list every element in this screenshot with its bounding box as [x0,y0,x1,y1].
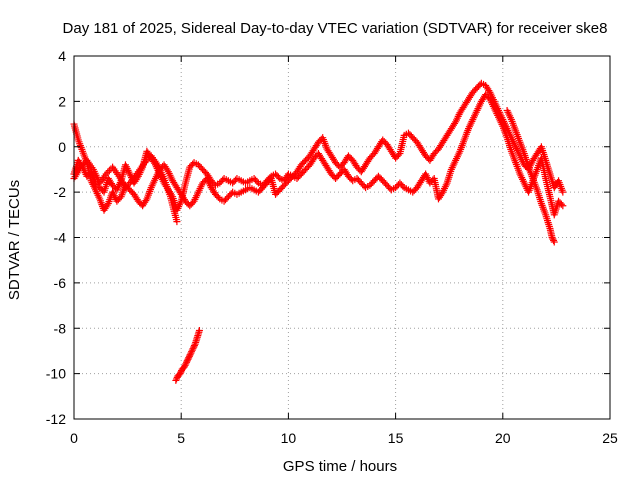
x-tick-label: 0 [70,430,78,446]
data-point [173,375,181,383]
data-point [163,166,171,174]
y-tick-label: -4 [54,230,67,246]
data-point [181,361,189,369]
data-point [182,360,190,368]
grid [74,56,610,419]
data-point [559,188,567,196]
data-point [104,168,112,176]
y-tick-label: -12 [46,411,66,427]
data-point [177,368,185,376]
y-axis-label: SDTVAR / TECUs [6,180,23,300]
data-point [142,197,150,205]
data-point [549,235,557,243]
data-point [550,237,558,245]
data-point [274,173,282,181]
data-point [176,370,184,378]
data-point [103,201,111,209]
x-tick-label: 15 [388,430,404,446]
data-point [183,358,191,366]
chart-title: Day 181 of 2025, Sidereal Day-to-day VTE… [63,20,608,37]
data-point [102,170,110,178]
data-point [485,87,493,95]
data-point [187,349,195,357]
data-point [76,163,84,171]
data-point [185,352,193,360]
x-tick-label: 20 [495,430,511,446]
data-point [78,161,86,169]
data-point [185,354,193,362]
x-axis-label: GPS time / hours [283,458,397,475]
y-tick-label: -8 [54,320,67,336]
data-point [399,182,407,190]
data-point [126,178,134,186]
y-tick-label: -2 [54,184,67,200]
data-point [141,159,149,167]
data-point [123,182,131,190]
series-track-4 [172,327,203,384]
data-point [253,178,261,186]
data-point [214,193,222,201]
data-point [195,327,203,335]
data-point [173,218,181,226]
data-point [190,343,198,351]
data-point [559,202,567,210]
y-tick-label: -6 [54,275,67,291]
data-point [189,345,197,353]
data-point [121,184,129,192]
data-point [557,200,565,208]
data-point [438,190,446,198]
series-track-2 [70,91,567,219]
x-tick-label: 10 [281,430,297,446]
x-tick-label: 5 [177,430,185,446]
data-point [183,357,191,365]
data-point [188,346,196,354]
data-point [188,348,196,356]
data-point [125,180,133,188]
data-point [550,238,558,246]
data-point [172,376,180,384]
y-tick-label: 4 [58,48,66,64]
data-point [548,234,556,241]
data-point [180,363,188,371]
y-tick-label: -10 [46,366,66,382]
data-point [394,151,402,159]
data-point [142,157,150,165]
y-tick-label: 0 [58,139,66,155]
x-tick-label: 25 [602,430,618,446]
series-track-5 [503,106,558,246]
axis-ticks: 0 5 10 15 20 25 -12 -10 -8 -6 -4 -2 0 2 4 [46,48,618,446]
data-point [184,355,192,363]
data-point [186,351,194,359]
series-track-3 [70,152,181,226]
y-tick-label: 2 [58,93,66,109]
data-point [451,119,459,127]
data-point [190,342,198,350]
data-series [70,79,567,384]
